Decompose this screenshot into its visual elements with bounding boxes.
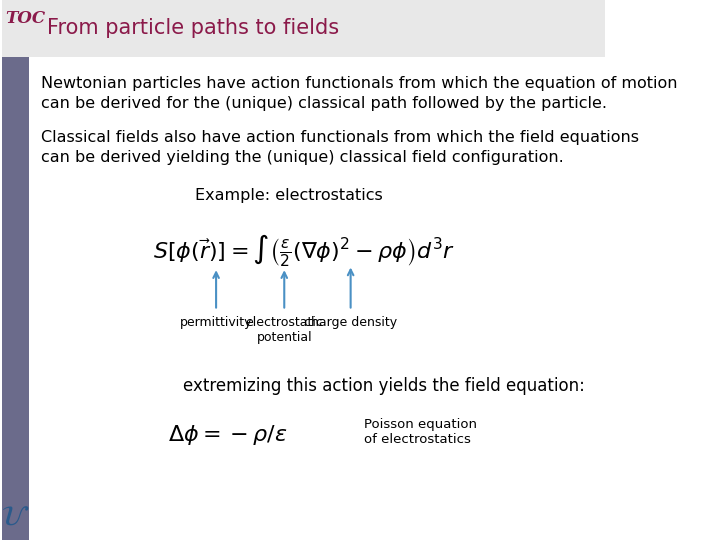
Text: Newtonian particles have action functionals from which the equation of motion: Newtonian particles have action function… xyxy=(41,76,678,91)
Text: can be derived yielding the (unique) classical field configuration.: can be derived yielding the (unique) cla… xyxy=(41,150,564,165)
Text: Classical fields also have action functionals from which the field equations: Classical fields also have action functi… xyxy=(41,130,639,145)
Text: electrostatic
potential: electrostatic potential xyxy=(246,316,323,344)
Text: can be derived for the (unique) classical path followed by the particle.: can be derived for the (unique) classica… xyxy=(41,96,607,111)
Text: Example: electrostatics: Example: electrostatics xyxy=(195,188,383,203)
Text: charge density: charge density xyxy=(304,316,397,329)
Text: $\mathcal{U}$: $\mathcal{U}$ xyxy=(1,504,30,531)
Text: $\Delta\phi = -\rho/\varepsilon$: $\Delta\phi = -\rho/\varepsilon$ xyxy=(168,423,288,447)
Text: $S[\phi(\vec{r})] = \int \left(\frac{\varepsilon}{2}(\nabla\phi)^2 - \rho\phi\ri: $S[\phi(\vec{r})] = \int \left(\frac{\va… xyxy=(153,233,454,269)
Text: permittivity: permittivity xyxy=(180,316,252,329)
Text: TOC: TOC xyxy=(5,10,45,28)
FancyBboxPatch shape xyxy=(2,0,606,57)
Text: From particle paths to fields: From particle paths to fields xyxy=(48,18,339,38)
FancyBboxPatch shape xyxy=(2,57,29,540)
Text: extremizing this action yields the field equation:: extremizing this action yields the field… xyxy=(183,377,585,395)
Text: Poisson equation
of electrostatics: Poisson equation of electrostatics xyxy=(364,418,477,446)
